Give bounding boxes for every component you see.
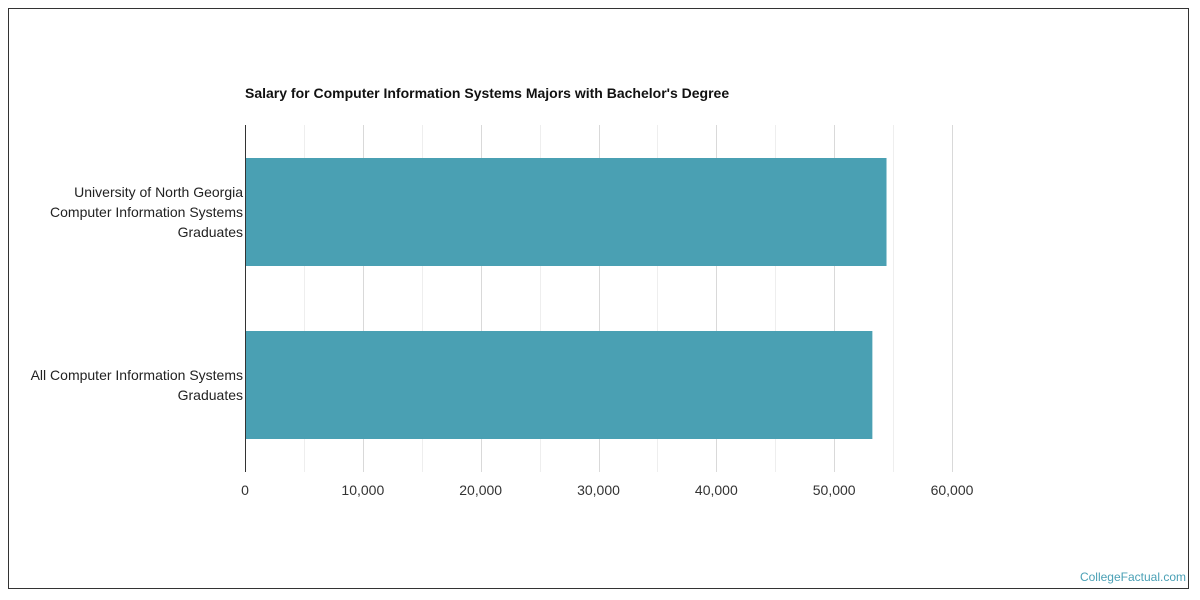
x-tick-label: 60,000 — [931, 482, 974, 498]
chart-frame — [8, 8, 1189, 589]
x-tick-label: 50,000 — [813, 482, 856, 498]
bar-1 — [245, 331, 873, 439]
category-label-1: All Computer Information Systems Graduat… — [30, 367, 243, 403]
x-tick-label: 40,000 — [695, 482, 738, 498]
x-tick-label: 20,000 — [459, 482, 502, 498]
x-tick-label: 10,000 — [341, 482, 384, 498]
category-label-0: University of North Georgia Computer Inf… — [50, 184, 243, 240]
bar-0 — [245, 158, 887, 266]
watermark-link[interactable]: CollegeFactual.com — [1079, 570, 1186, 584]
chart-title: Salary for Computer Information Systems … — [245, 85, 730, 101]
x-tick-label: 30,000 — [577, 482, 620, 498]
x-tick-label: 0 — [241, 482, 249, 498]
